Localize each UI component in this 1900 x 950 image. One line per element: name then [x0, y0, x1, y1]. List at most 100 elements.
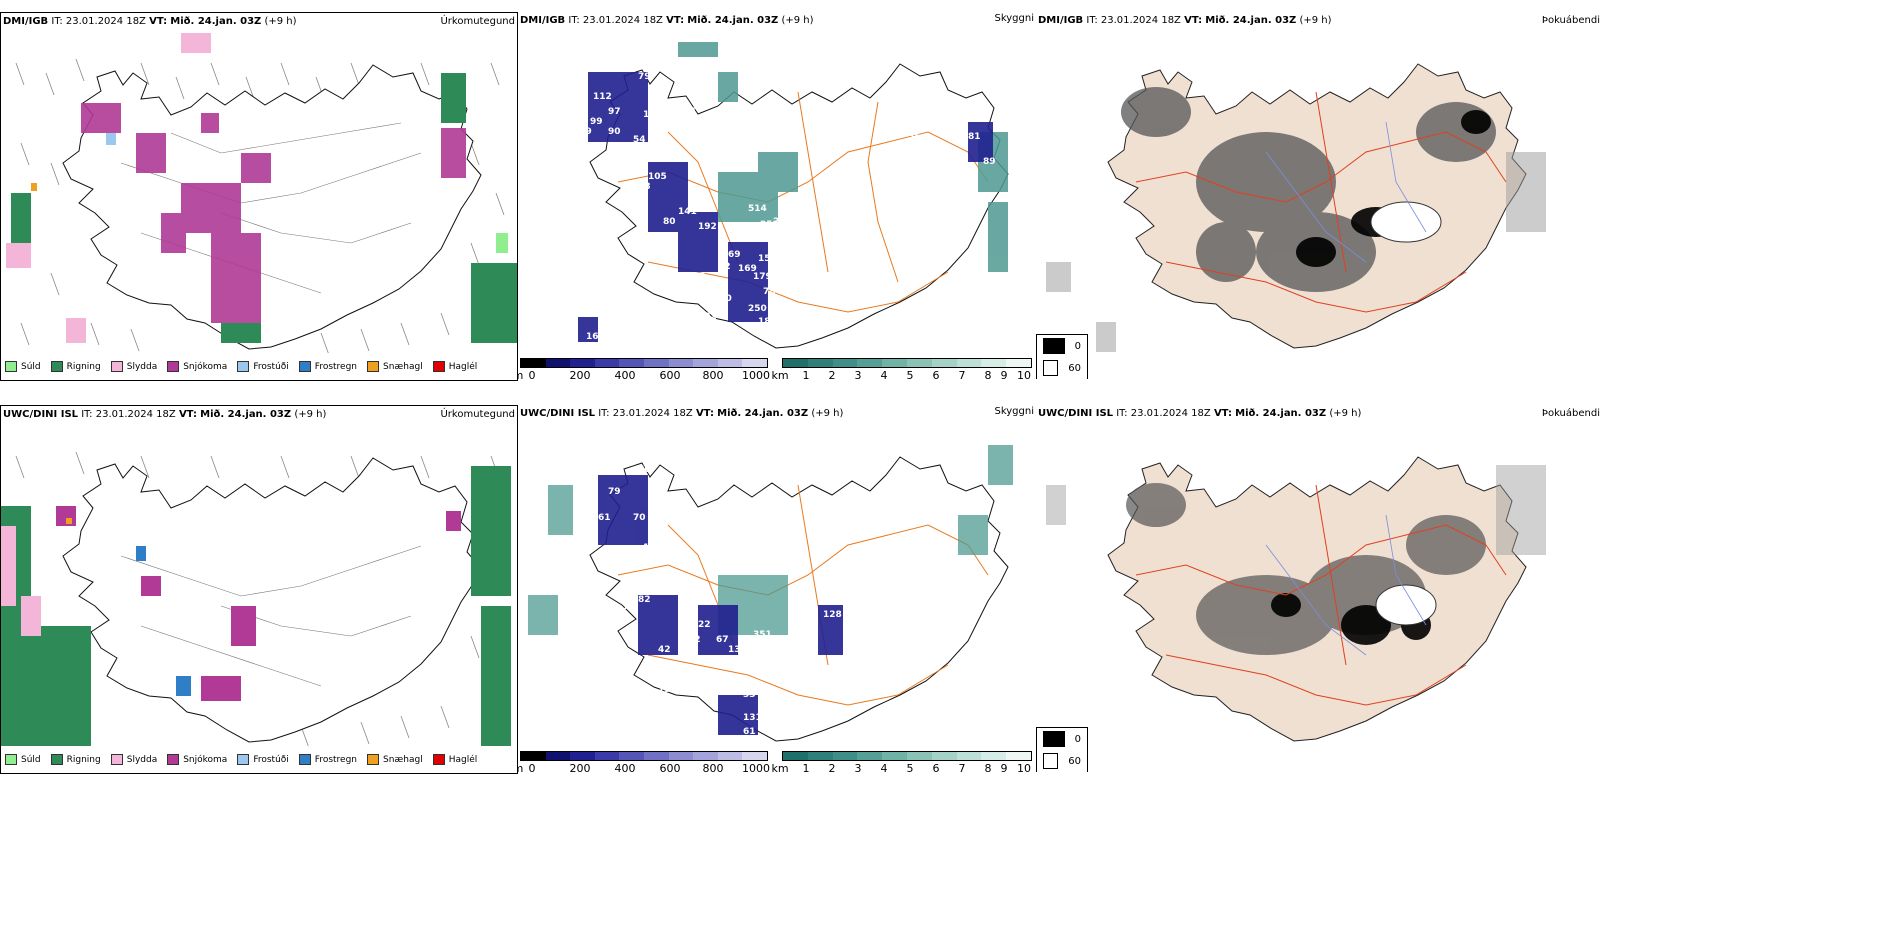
tick: 400 — [614, 369, 636, 379]
model-name: UWC/DINI ISL — [520, 408, 596, 419]
vt-label: VT: — [666, 15, 685, 26]
visibility-colorbar: km 1 2 3 4 5 6 7 8 9 10 — [771, 751, 1032, 772]
cloud-label: 89 — [983, 157, 996, 167]
panel-title: Þokuábendi — [1541, 408, 1600, 419]
cloud-base-colorbar-fill — [520, 751, 768, 761]
tick: 1 — [802, 369, 810, 379]
cloud-label: 436 — [833, 242, 852, 252]
cloud-label: 71 — [623, 602, 636, 612]
fog-panel-bottom: UWC/DINI ISL IT: 23.01.2024 18Z VT: Mið.… — [1036, 405, 1900, 772]
cloud-label: 27 — [658, 142, 671, 152]
legend-label: Slydda — [126, 361, 158, 372]
it-value: 23.01.2024 18Z — [65, 16, 146, 27]
visibility-panel-bottom: UWC/DINI ISL IT: 23.01.2024 18Z VT: Mið.… — [518, 405, 1036, 772]
it-label: IT: — [1116, 408, 1128, 419]
legend-swatch — [167, 361, 180, 372]
cloud-base-ticks: m 0 200 400 600 800 1000 — [518, 368, 770, 379]
cloud-label: 122 — [698, 312, 717, 322]
cloud-base-ticks: m 0 200 400 600 800 1000 — [518, 761, 770, 772]
tick: 9 — [1000, 369, 1008, 379]
cloud-base-colorbar: m 0 200 400 600 800 1000 — [518, 358, 770, 379]
tick: 3 — [854, 369, 862, 379]
visibility-map — [578, 42, 1009, 349]
cloud-label: 131 — [743, 713, 762, 723]
legend-item: Slydda — [110, 754, 157, 765]
cloud-label: 181 — [758, 317, 777, 327]
legend-label: Snjókoma — [183, 754, 228, 765]
tick: 600 — [659, 762, 681, 772]
panel-header: UWC/DINI ISL IT: 23.01.2024 18Z VT: Mið.… — [3, 409, 515, 425]
lead-time: (+9 h) — [781, 15, 814, 26]
cloud-label: 179 — [753, 272, 772, 282]
lead-time: (+9 h) — [1329, 408, 1362, 419]
cloud-label: 75 — [693, 272, 706, 282]
cloud-label: 65 — [678, 653, 691, 663]
cloud-base-colorbar-fill — [520, 358, 768, 368]
legend-swatch — [298, 754, 311, 765]
cloud-label: 51 — [573, 510, 586, 520]
legend-swatch — [110, 361, 123, 372]
model-name: DMI/IGB — [3, 16, 49, 27]
tick: 200 — [569, 762, 591, 772]
visibility-unit: km — [771, 369, 789, 379]
legend-label: Frostregn — [314, 361, 358, 372]
panel-header: DMI/IGB IT: 23.01.2024 18Z VT: Mið. 24.j… — [3, 16, 515, 32]
vt-label: VT: — [178, 409, 197, 420]
cloud-label: 212 — [773, 217, 792, 227]
cloud-label: 71 — [663, 252, 676, 262]
cloud-label: 79 — [638, 72, 651, 82]
fog-legend-row: 0 — [1037, 335, 1087, 357]
cloud-label: 128 — [823, 610, 842, 620]
legend-label: Súld — [21, 754, 41, 765]
fog-legend-row: 0 — [1037, 728, 1087, 750]
vt-label: VT: — [1184, 15, 1203, 26]
legend-label: Haglél — [448, 754, 478, 765]
visibility-colorbar: km 1 2 3 4 5 6 7 8 9 10 — [771, 358, 1032, 379]
legend-item: Rigning — [50, 361, 101, 372]
tick: 8 — [984, 762, 992, 772]
legend-item: Snjókoma — [167, 361, 227, 372]
legend-swatch — [5, 754, 17, 765]
tick: 10 — [1017, 369, 1031, 379]
fog-legend-label: 60 — [1068, 755, 1081, 767]
fog-swatch — [1043, 731, 1065, 747]
tick: 2 — [828, 762, 836, 772]
tick: 800 — [702, 762, 724, 772]
panel-header: DMI/IGB IT: 23.01.2024 18Z VT: Mið. 24.j… — [1038, 15, 1600, 31]
panel-header: UWC/DINI ISL IT: 23.01.2024 18Z VT: Mið.… — [520, 406, 1034, 424]
legend-swatch — [237, 361, 250, 372]
cloud-label: 33 — [743, 690, 756, 700]
legend-swatch — [298, 361, 311, 372]
model-name: UWC/DINI ISL — [1038, 408, 1114, 419]
cloud-label: 784 — [763, 287, 782, 297]
visibility-ticks: km 1 2 3 4 5 6 7 8 9 10 — [771, 368, 1032, 379]
cloud-label: 192 — [698, 222, 717, 232]
legend-swatch — [432, 361, 445, 372]
lead-time: (+9 h) — [294, 409, 327, 420]
model-name: DMI/IGB — [1038, 15, 1084, 26]
tick: 5 — [906, 369, 914, 379]
cloud-label: 796 — [788, 282, 807, 292]
cloud-label: 98 — [778, 322, 791, 332]
model-name: DMI/IGB — [520, 15, 566, 26]
precip-legend: Súld Rigning Slydda Snjókoma Frostúði Fr… — [5, 754, 477, 765]
cloud-label: 142 — [538, 222, 557, 232]
cloud-label: 130 — [643, 543, 662, 553]
legend-label: Rigning — [66, 754, 101, 765]
fog-legend-row: 60 — [1037, 750, 1087, 772]
precip-panel-top: DMI/IGB IT: 23.01.2024 18Z VT: Mið. 24.j… — [0, 12, 518, 381]
legend-swatch — [50, 361, 63, 372]
legend-swatch — [367, 754, 380, 765]
cloud-label: 54 — [633, 135, 646, 145]
visibility-colorbar-fill — [782, 358, 1032, 368]
panel-title: Úrkomutegund — [440, 409, 515, 420]
cloud-label: 225 — [778, 302, 797, 312]
cloud-label: 105 — [648, 172, 667, 182]
cloud-label: 252 — [760, 220, 779, 230]
panel-title: Skyggni — [994, 406, 1034, 417]
cloud-label: 70 — [633, 513, 646, 523]
legend-swatch — [50, 754, 63, 765]
legend-label: Súld — [21, 361, 41, 372]
panel-title: Skyggni — [994, 13, 1034, 24]
fog-swatch — [1043, 360, 1059, 376]
